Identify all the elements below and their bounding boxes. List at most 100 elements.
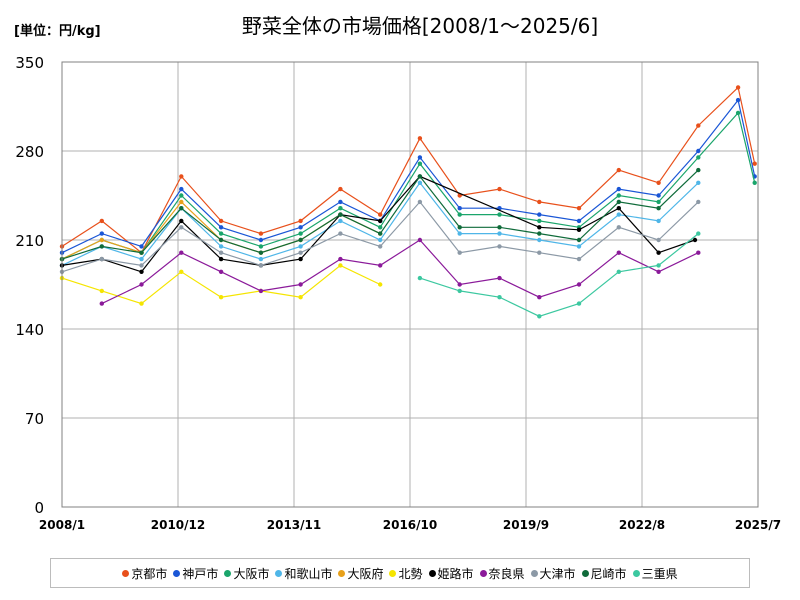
y-tick-label: 0 [34,499,44,517]
data-point [298,225,303,230]
data-point [576,206,582,211]
data-point [616,225,621,230]
legend-label: 神戸市 [182,566,219,581]
data-point [576,218,582,224]
legend-label: 姫路市 [437,566,474,581]
data-point [417,275,423,281]
series-line [419,233,699,317]
data-point [218,244,224,249]
data-point [298,244,303,249]
data-point [99,256,105,262]
chart-title: 野菜全体の市場価格[2008/1～2025/6] [241,14,599,38]
data-point [457,212,462,217]
data-point [497,244,502,249]
data-point [298,256,303,262]
data-point [696,199,701,205]
data-point [735,85,741,90]
data-point [537,218,542,224]
grid-layer [62,62,758,507]
legend-label: 北勢 [398,566,423,581]
data-point [735,97,741,103]
data-point [298,237,303,243]
data-point [616,250,621,255]
data-point [537,314,542,319]
data-point [218,231,224,236]
data-point [378,225,383,230]
data-point [338,212,343,217]
legend-marker [173,569,181,577]
data-point [576,256,582,262]
data-point [696,250,701,255]
data-point [417,161,423,166]
y-tick-label: 280 [15,143,44,161]
legend-marker [581,569,589,577]
data-point [99,237,105,243]
data-point [616,167,621,173]
legend-item: 大阪市 [224,565,269,582]
y-tick-label: 70 [25,410,44,428]
data-point [457,225,462,230]
data-point [656,206,661,211]
legend-label: 奈良県 [488,566,525,581]
data-point [218,218,224,224]
legend-item: 北勢 [389,565,423,582]
data-point [298,231,303,236]
data-point [537,212,542,217]
legend-item: 大阪府 [338,565,383,582]
data-point [576,282,582,287]
series-10 [59,167,701,262]
data-point [735,110,741,116]
data-point [576,301,582,306]
data-point [537,199,542,205]
data-point [417,180,423,185]
legend-item: 三重県 [632,565,678,582]
legend-marker [479,569,487,577]
data-point [417,237,423,243]
legend-marker [389,569,397,577]
data-point [497,212,502,217]
legend-label: 大阪市 [233,566,270,581]
legend-item: 神戸市 [173,565,218,582]
data-point [696,180,701,185]
data-point [99,244,105,249]
data-point [616,269,621,274]
data-point [417,174,423,179]
data-point [258,250,264,255]
data-point [576,244,582,249]
y-tick-label: 140 [15,321,44,339]
series-4 [59,180,701,268]
data-point [378,282,383,287]
y-tick-label: 350 [15,54,44,72]
data-point [378,231,383,236]
data-point [258,237,264,243]
data-point [338,231,343,236]
data-point [457,288,462,294]
data-point [99,301,105,306]
data-point [139,250,144,255]
data-point [179,174,184,179]
data-point [298,218,303,224]
legend-label: 尼崎市 [590,566,627,581]
data-point [656,250,661,255]
data-point [258,244,264,249]
legend-item: 奈良県 [479,565,525,582]
data-point [696,167,701,173]
data-point [497,275,502,281]
data-point [338,218,343,224]
y-tick-label: 210 [15,232,44,250]
data-point [696,148,701,154]
x-tick-label: 2016/10 [383,518,437,532]
data-point [99,218,105,224]
data-point [656,180,661,185]
legend-label: 三重県 [641,566,678,581]
data-point [258,256,264,262]
data-point [338,263,343,268]
legend-item: 姫路市 [428,565,474,582]
series-layer [59,85,757,319]
data-point [417,155,423,160]
data-point [752,180,757,185]
plot-area-border [61,61,759,508]
axis-layer: 0 70 140 210 280 350 2008/1 2010/12 2013/11 2016/… [15,54,781,532]
data-point [616,186,621,192]
data-point [537,237,542,243]
